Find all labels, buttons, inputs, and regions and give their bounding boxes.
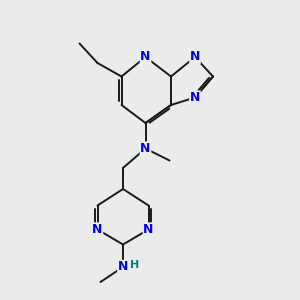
Text: N: N: [143, 223, 154, 236]
Text: N: N: [140, 50, 151, 64]
Text: H: H: [130, 260, 140, 271]
Text: N: N: [118, 260, 128, 274]
Text: N: N: [140, 142, 151, 155]
Text: N: N: [92, 223, 103, 236]
Text: N: N: [190, 91, 200, 104]
Text: N: N: [190, 50, 200, 64]
